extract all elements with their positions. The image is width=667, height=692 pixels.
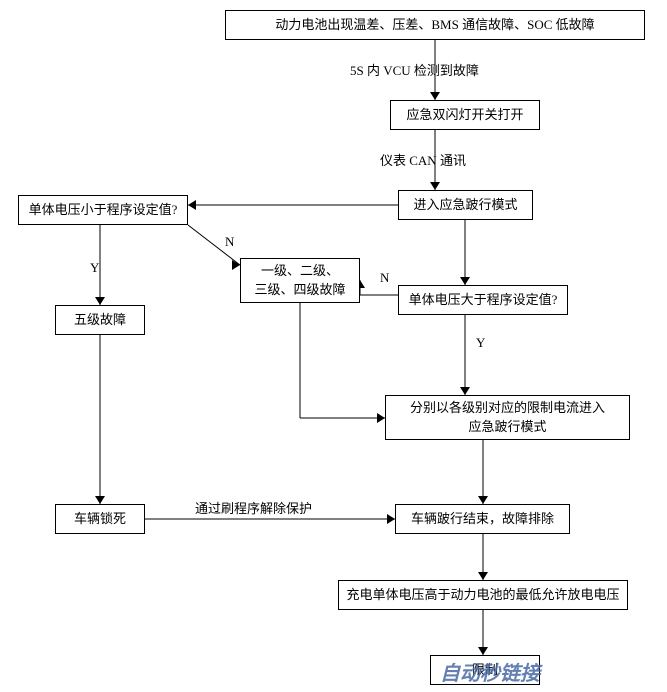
flowchart-edge-label-e2: 仪表 CAN 通讯 bbox=[380, 150, 466, 169]
flowchart-edge-label-e1: 5S 内 VCU 检测到故障 bbox=[350, 60, 479, 79]
flowchart-edge-label-e3: Y bbox=[476, 335, 485, 351]
flowchart-node-n11: 充电单体电压高于动力电池的最低允许放电电压 bbox=[338, 580, 628, 610]
flowchart-node-n6: 一级、二级、 三级、四级故障 bbox=[240, 258, 360, 303]
flowchart-node-n8: 分别以各级别对应的限制电流进入 应急跛行模式 bbox=[385, 395, 630, 440]
flowchart-edge-label-e4: N bbox=[380, 270, 389, 286]
flowchart-node-n10: 车辆锁死 bbox=[55, 504, 145, 534]
flowchart-edge-label-e5: N bbox=[225, 234, 234, 250]
flowchart-node-n5: 单体电压小于程序设定值? bbox=[18, 195, 188, 225]
flowchart-node-n1: 动力电池出现温差、压差、BMS 通信故障、SOC 低故障 bbox=[225, 10, 645, 40]
flowchart-edge-label-e6: Y bbox=[90, 260, 99, 276]
flowchart-node-n2: 应急双闪灯开关打开 bbox=[390, 100, 540, 130]
flowchart-node-n7: 五级故障 bbox=[55, 305, 145, 335]
watermark-text: 自动秒链接 bbox=[440, 657, 540, 686]
flowchart-node-n9: 车辆跛行结束，故障排除 bbox=[395, 504, 570, 534]
flowchart-node-n3: 进入应急跛行模式 bbox=[398, 190, 533, 220]
flowchart-node-n4: 单体电压大于程序设定值? bbox=[398, 285, 568, 315]
flowchart-edge-label-e7: 通过刷程序解除保护 bbox=[195, 498, 312, 517]
